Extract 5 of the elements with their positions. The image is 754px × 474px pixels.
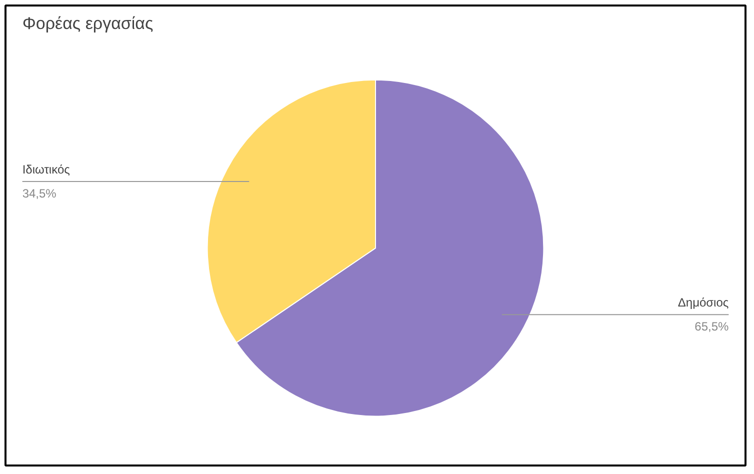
slice-label: Ιδιωτικός (22, 162, 70, 176)
chart-title: Φορέας εργασίας (22, 14, 154, 33)
data-label: 65,5% (694, 320, 730, 334)
slice-label: Δημόσιος (678, 296, 729, 310)
data-label: 34,5% (22, 186, 57, 201)
